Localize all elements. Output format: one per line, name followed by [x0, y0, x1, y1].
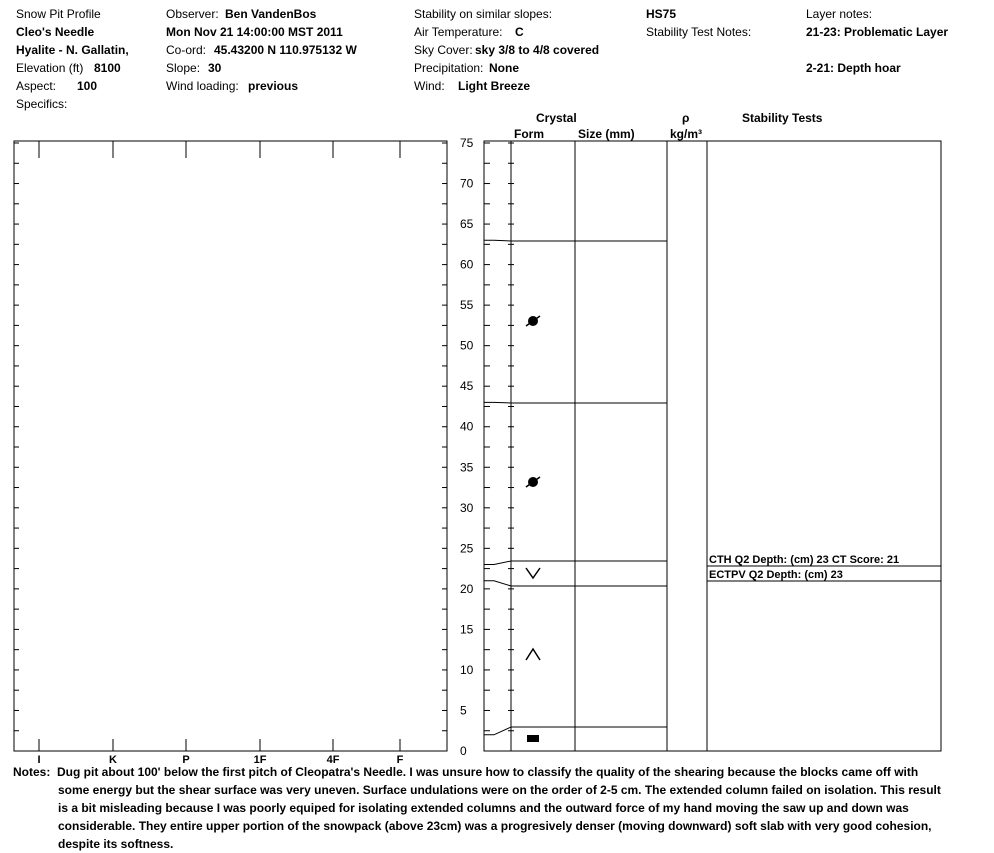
layer-note-2: 2-21: Depth hoar	[806, 61, 901, 75]
air-temp-value: C	[515, 25, 524, 39]
table-layer-connector	[484, 580, 667, 587]
layer-notes-label: Layer notes:	[806, 7, 873, 21]
size-header: Size (mm)	[578, 127, 635, 141]
stability-test-result: CTH Q2 Depth: (cm) 23 CT Score: 21	[709, 554, 899, 566]
depth-tick-label: 65	[460, 217, 474, 231]
wind-loading-label: Wind loading:	[166, 79, 239, 93]
observer-value: Ben VandenBos	[225, 7, 317, 21]
wind-label: Wind:	[414, 79, 445, 93]
depth-tick-label: 5	[460, 703, 467, 717]
plot-frame	[13, 140, 448, 752]
table-layer-connector	[484, 726, 667, 736]
stability-similar-label: Stability on similar slopes:	[414, 7, 553, 21]
depth-tick-label: 15	[460, 622, 474, 636]
location-name: Cleo's Needle	[16, 25, 95, 39]
stability-tests-header: Stability Tests	[742, 111, 823, 125]
elevation-label: Elevation (ft)	[16, 61, 84, 75]
notes-label: Notes:	[13, 765, 51, 779]
depth-tick-label: 35	[460, 460, 474, 474]
slope-label: Slope:	[166, 61, 201, 75]
coord-value: 45.43200 N 110.975132 W	[214, 43, 357, 57]
aspect-value: 100	[77, 79, 98, 93]
elevation-value: 8100	[94, 61, 121, 75]
sky-cover-value: sky 3/8 to 4/8 covered	[475, 43, 600, 57]
crystal-rounding-icon-slash	[525, 476, 541, 488]
crystal-rounding-icon-slash	[525, 315, 541, 327]
profile-title: Snow Pit Profile	[16, 7, 101, 21]
table-layer-connector	[484, 401, 667, 404]
observation-datetime: Mon Nov 21 14:00:00 MST 2011	[166, 25, 343, 39]
wind-loading-value: previous	[248, 79, 299, 93]
hs-value: HS75	[646, 7, 677, 21]
specifics-label: Specifics:	[16, 97, 68, 111]
hardness-tick-label: 1F	[254, 754, 267, 766]
hardness-tick-label: I	[37, 754, 40, 766]
layer-note-1: 21-23: Problematic Layer	[806, 25, 949, 39]
crystal-header: Crystal	[536, 111, 577, 125]
form-header: Form	[514, 127, 544, 141]
depth-tick-label: 75	[460, 136, 474, 150]
table-layer-connector	[484, 560, 667, 566]
stability-test-result: ECTPV Q2 Depth: (cm) 23	[709, 569, 843, 581]
aspect-label: Aspect:	[16, 79, 57, 93]
depth-tick-label: 20	[460, 582, 474, 596]
depth-tick-label: 30	[460, 501, 474, 515]
stability-test-notes-label: Stability Test Notes:	[646, 25, 752, 39]
depth-tick-label: 10	[460, 663, 474, 677]
precipitation-label: Precipitation:	[414, 61, 484, 75]
hardness-tick-label: 4F	[327, 754, 340, 766]
hardness-tick-label: P	[182, 754, 189, 766]
coord-label: Co-ord:	[166, 43, 207, 57]
range-name: Hyalite - N. Gallatin,	[16, 43, 129, 57]
crystal-v-icon	[525, 567, 541, 580]
table-frame	[483, 140, 942, 752]
hardness-tick-label: F	[397, 754, 404, 766]
observer-label: Observer:	[166, 7, 219, 21]
table-layer-connector	[484, 239, 667, 242]
chart-axes: I K P 1F 4F F 0 5 10 15 20 25 30 35 40 45 50 55 60 65 70 75	[13, 136, 474, 766]
depth-tick-label: 60	[460, 258, 474, 272]
hardness-tick-label: K	[109, 754, 117, 766]
precipitation-value: None	[489, 61, 519, 75]
density-unit-header: kg/m³	[670, 127, 703, 141]
crystal-caret-icon	[525, 647, 541, 661]
depth-tick-label: 45	[460, 379, 474, 393]
notes-text: Dug pit about 100' below the first pitch…	[57, 765, 941, 851]
depth-tick-label: 0	[460, 744, 467, 758]
depth-tick-label: 40	[460, 420, 474, 434]
wind-value: Light Breeze	[458, 79, 531, 93]
air-temp-label: Air Temperature:	[414, 25, 503, 39]
crystal-table: CTH Q2 Depth: (cm) 23 CT Score: 21 ECTPV …	[483, 140, 942, 752]
sky-cover-label: Sky Cover:	[414, 43, 473, 57]
depth-tick-label: 55	[460, 298, 474, 312]
depth-tick-label: 50	[460, 339, 474, 353]
depth-tick-label: 70	[460, 177, 474, 191]
slope-value: 30	[208, 61, 222, 75]
density-symbol-header: ρ	[682, 111, 690, 125]
depth-tick-label: 25	[460, 541, 474, 555]
crystal-ice-icon	[527, 735, 539, 742]
